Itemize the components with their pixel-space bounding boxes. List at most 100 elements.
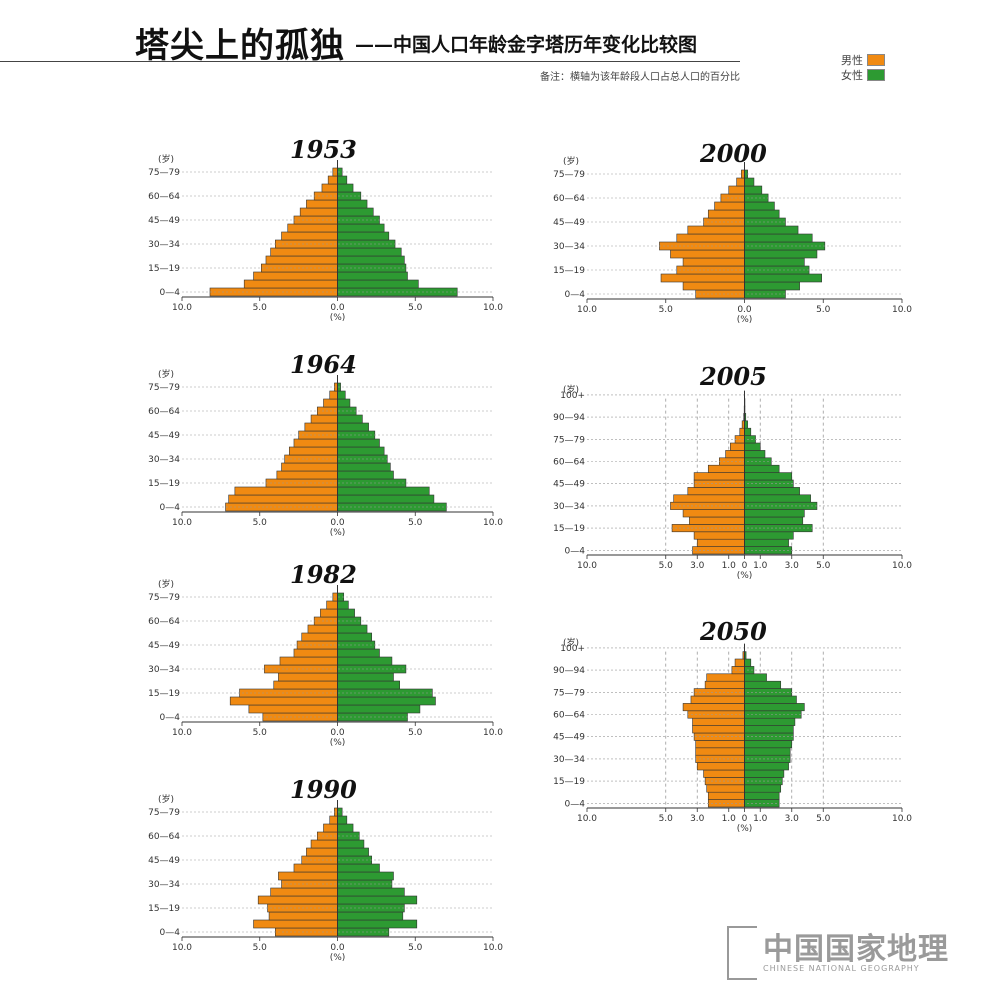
female-bar <box>337 414 363 424</box>
female-bar <box>337 863 380 873</box>
x-tick-label: 5.0 <box>253 518 268 528</box>
x-tick-label: 10.0 <box>483 518 503 528</box>
x-tick-label: 5.0 <box>659 814 674 824</box>
male-bar <box>693 531 745 540</box>
male-bar <box>739 427 745 436</box>
x-tick-label: 3.0 <box>690 561 705 571</box>
y-tick-label: 15—19 <box>553 777 585 787</box>
chart-year-label: 1953 <box>290 135 357 164</box>
x-tick-label: 5.0 <box>659 561 674 571</box>
x-tick-label: 5.0 <box>408 943 423 953</box>
y-tick-label: 75—79 <box>553 435 585 445</box>
female-bar <box>744 680 782 689</box>
chart-year-label: 1990 <box>290 775 357 804</box>
x-tick-label: 10.0 <box>577 814 597 824</box>
male-bar <box>270 887 338 897</box>
female-bar <box>744 538 789 547</box>
pyramid-chart-2050: 2050 (岁) 0—4 15—19 30—34 45—49 60—64 75—79 90—94… <box>553 617 912 834</box>
female-bar <box>337 199 368 209</box>
pyramid-chart-1964: 1964 (岁) 0—4 15—19 30—34 45—49 60—64 75—79 10.0 5… <box>148 350 503 538</box>
male-bar <box>706 673 745 682</box>
male-bar <box>682 509 745 518</box>
female-bar <box>744 747 791 756</box>
female-bar <box>337 911 404 921</box>
male-bar <box>307 624 338 634</box>
chart-year-label: 2050 <box>699 617 767 646</box>
female-bar <box>744 494 811 503</box>
y-tick-label: 90—94 <box>553 413 585 423</box>
x-tick-label: 5.0 <box>408 518 423 528</box>
female-bar <box>337 632 373 642</box>
y-tick-label: 75—79 <box>553 170 585 180</box>
female-bar <box>744 257 805 267</box>
male-bar <box>281 879 338 889</box>
y-tick-label: 60—64 <box>553 458 585 468</box>
male-bar <box>707 209 745 219</box>
y-tick-label: 0—4 <box>160 713 181 723</box>
x-tick-label: 0 <box>742 814 748 824</box>
x-tick-label: 3.0 <box>785 814 800 824</box>
x-axis-label: (%) <box>330 953 346 963</box>
x-tick-label: 10.0 <box>172 943 192 953</box>
male-bar <box>676 233 745 243</box>
x-axis-label: (%) <box>330 528 346 538</box>
y-tick-label: 45—49 <box>553 733 585 743</box>
y-tick-label: 75—79 <box>148 808 180 818</box>
female-bar <box>337 231 390 241</box>
x-tick-label: 10.0 <box>483 728 503 738</box>
x-tick-label: 5.0 <box>253 943 268 953</box>
x-axis-label: (%) <box>737 315 753 325</box>
y-tick-label: 60—64 <box>148 407 180 417</box>
female-bar <box>337 255 405 265</box>
male-bar <box>304 422 338 432</box>
y-tick-label: 75—79 <box>148 383 180 393</box>
female-bar <box>337 887 405 897</box>
male-bar <box>329 815 338 825</box>
male-bar <box>326 600 338 610</box>
female-bar <box>337 398 351 408</box>
x-tick-label: 5.0 <box>253 303 268 313</box>
male-bar <box>692 725 745 734</box>
x-axis-label: (%) <box>737 571 753 581</box>
male-bar <box>321 183 338 193</box>
x-tick-label: 0.0 <box>330 518 345 528</box>
female-bar <box>337 648 380 658</box>
male-bar <box>293 863 338 873</box>
logo-text: 中国国家地理 <box>763 932 949 967</box>
male-bar <box>301 632 338 642</box>
female-bar <box>744 740 793 749</box>
male-bar <box>270 247 338 257</box>
male-bar <box>696 762 745 771</box>
female-bar <box>337 608 355 618</box>
y-tick-label: 30—34 <box>148 455 180 465</box>
male-bar <box>707 464 745 473</box>
female-bar <box>337 696 436 706</box>
male-bar <box>257 895 338 905</box>
female-bar <box>744 464 780 473</box>
female-bar <box>744 427 752 436</box>
y-unit-label: (岁) <box>158 578 174 590</box>
x-tick-label: 10.0 <box>483 303 503 313</box>
male-bar <box>687 487 745 496</box>
female-bar <box>744 442 761 451</box>
female-bar <box>744 673 767 682</box>
male-bar <box>327 175 338 185</box>
x-tick-label: 3.0 <box>785 561 800 571</box>
legend: 男性 女性 <box>841 52 885 82</box>
male-bar <box>689 516 745 525</box>
x-axis-label: (%) <box>737 824 753 834</box>
y-tick-label: 15—19 <box>148 264 180 274</box>
legend-female-swatch <box>867 68 885 81</box>
female-bar <box>337 823 354 833</box>
male-bar <box>704 680 745 689</box>
female-bar <box>337 680 401 690</box>
x-axis-label: (%) <box>330 313 346 323</box>
x-tick-label: 10.0 <box>892 305 912 315</box>
male-bar <box>692 717 745 726</box>
chart-year-label: 2000 <box>699 139 767 168</box>
female-bar <box>744 717 796 726</box>
male-bar <box>276 470 338 480</box>
publisher-logo: 中国国家地理 CHINESE NATIONAL GEOGRAPHY <box>727 924 977 984</box>
male-bar <box>682 257 745 267</box>
y-tick-label: 0—4 <box>565 546 586 556</box>
